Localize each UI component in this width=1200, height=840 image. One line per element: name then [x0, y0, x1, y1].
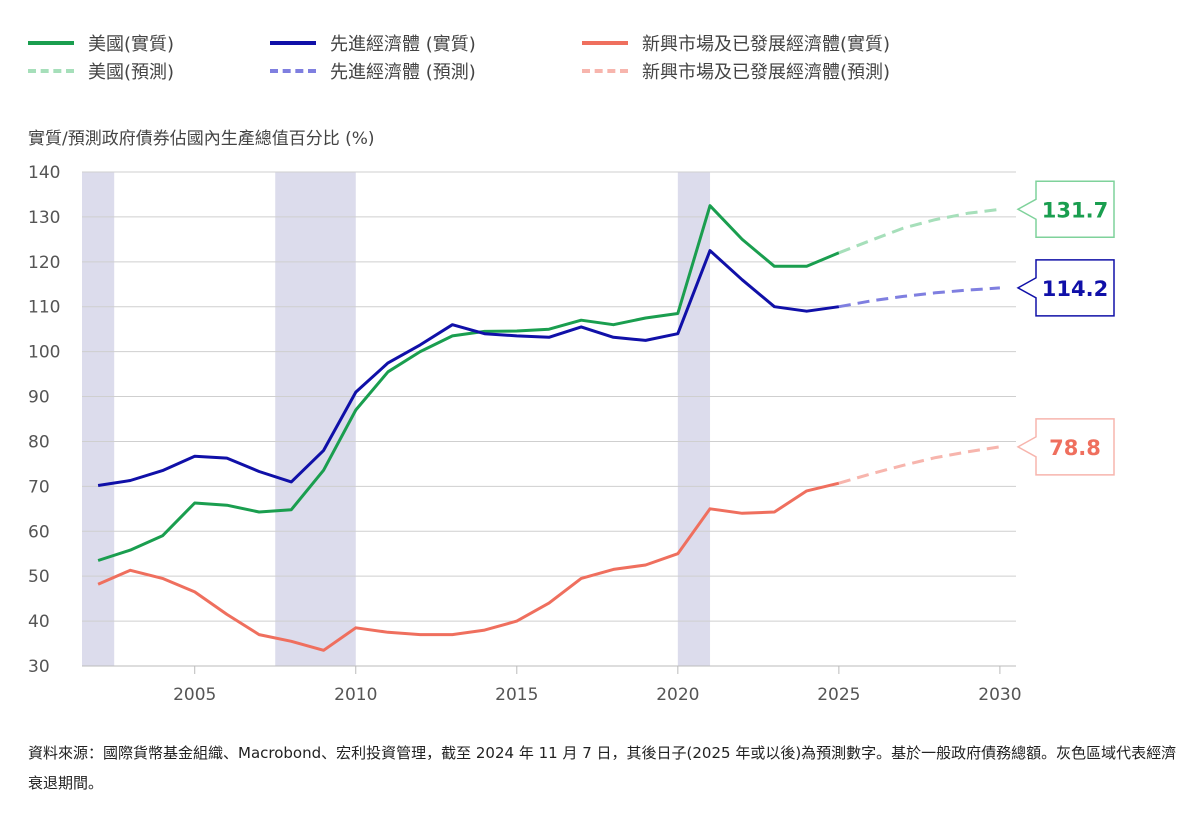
legend-label: 先進經濟體 (實質) — [330, 34, 476, 55]
end-value-callout — [1016, 259, 1115, 317]
end-value-label: 114.2 — [1042, 277, 1108, 301]
recession-band — [677, 172, 711, 666]
end-value-callout — [1016, 418, 1115, 476]
legend: 美國(實質) 先進經濟體 (實質) 新興市場及已發展經濟體(實質) 美國(預測)… — [28, 30, 1178, 90]
y-tick-label: 110 — [28, 298, 60, 318]
forecast-series-line — [838, 286, 1001, 309]
y-tick-label: 100 — [28, 343, 60, 363]
legend-item-advanced-actual: 先進經濟體 (實質) — [270, 30, 476, 56]
legend-item-emerging-actual: 新興市場及已發展經濟體(實質) — [582, 30, 890, 56]
actual-series-line — [97, 249, 840, 487]
y-tick-label: 140 — [28, 163, 60, 183]
y-axis-title: 實質/預測政府債券佔國內生產總值百分比 (%) — [28, 129, 375, 149]
x-tick-label: 2005 — [173, 685, 216, 705]
recession-band — [82, 172, 115, 666]
legend-swatch — [28, 41, 74, 45]
end-value-label: 78.8 — [1049, 436, 1101, 460]
recession-band — [275, 172, 356, 666]
y-tick-label: 90 — [28, 388, 50, 408]
legend-label: 先進經濟體 (預測) — [330, 62, 476, 83]
legend-label: 美國(預測) — [88, 62, 175, 83]
y-tick-label: 60 — [28, 522, 50, 542]
legend-swatch — [270, 41, 316, 45]
forecast-series-line — [838, 207, 1001, 255]
x-tick-label: 2025 — [817, 685, 860, 705]
legend-swatch — [270, 69, 316, 73]
y-tick-label: 80 — [28, 432, 50, 452]
x-tick-label: 2030 — [978, 685, 1021, 705]
actual-series-line — [97, 204, 840, 562]
legend-label: 新興市場及已發展經濟體(預測) — [642, 62, 891, 83]
y-tick-label: 120 — [28, 253, 60, 273]
source-note: 資料來源：國際貨幣基金組織、Macrobond、宏利投資管理，截至 2024 年… — [28, 744, 1177, 792]
y-tick-label: 40 — [28, 612, 50, 632]
legend-item-advanced-forecast: 先進經濟體 (預測) — [270, 58, 476, 84]
legend-item-us-forecast: 美國(預測) — [28, 58, 174, 84]
y-tick-label: 70 — [28, 477, 50, 497]
legend-swatch — [582, 41, 628, 45]
legend-item-us-actual: 美國(實質) — [28, 30, 174, 56]
legend-swatch — [582, 69, 628, 73]
end-value-label: 131.7 — [1042, 198, 1108, 222]
x-tick-label: 2020 — [656, 685, 699, 705]
actual-series-line — [97, 481, 840, 652]
y-tick-label: 50 — [28, 567, 50, 587]
x-tick-label: 2010 — [334, 685, 377, 705]
debt-to-gdp-line-chart: 30 40 50 60 70 80 90 100 110 120 130 140 2005 2010 201… — [28, 163, 1115, 705]
legend-item-emerging-forecast: 新興市場及已發展經濟體(預測) — [582, 58, 890, 84]
end-value-callout — [1016, 180, 1115, 239]
x-tick-label: 2015 — [495, 685, 538, 705]
legend-label: 新興市場及已發展經濟體(實質) — [642, 34, 891, 55]
forecast-series-line — [838, 445, 1001, 485]
legend-swatch — [28, 69, 74, 73]
y-tick-label: 130 — [28, 208, 60, 228]
legend-label: 美國(實質) — [88, 34, 175, 55]
y-tick-label: 30 — [28, 657, 50, 677]
